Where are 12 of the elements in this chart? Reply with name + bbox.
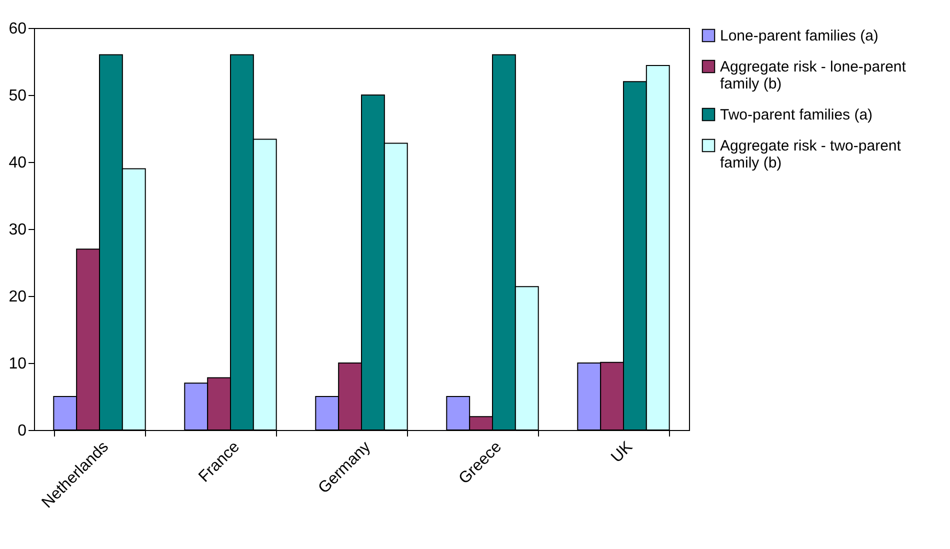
y-tick-label: 50 [8, 88, 27, 104]
legend-label: Two-parent families (a) [720, 106, 873, 124]
y-tick-label: 60 [8, 20, 27, 38]
y-tick-label: 20 [8, 288, 27, 306]
legend-label: Aggregate risk - lone-parent family (b) [720, 58, 907, 92]
x-tick-label: UK [608, 438, 636, 466]
y-tick-label: 10 [8, 356, 27, 372]
y-tick-label: 0 [18, 422, 27, 440]
legend-label: Aggregate risk - two-parent family (b) [720, 138, 902, 172]
y-tick-label: 40 [8, 154, 27, 172]
legend-label: Lone-parent families (a) [720, 28, 878, 44]
y-tick-label: 30 [8, 222, 27, 238]
